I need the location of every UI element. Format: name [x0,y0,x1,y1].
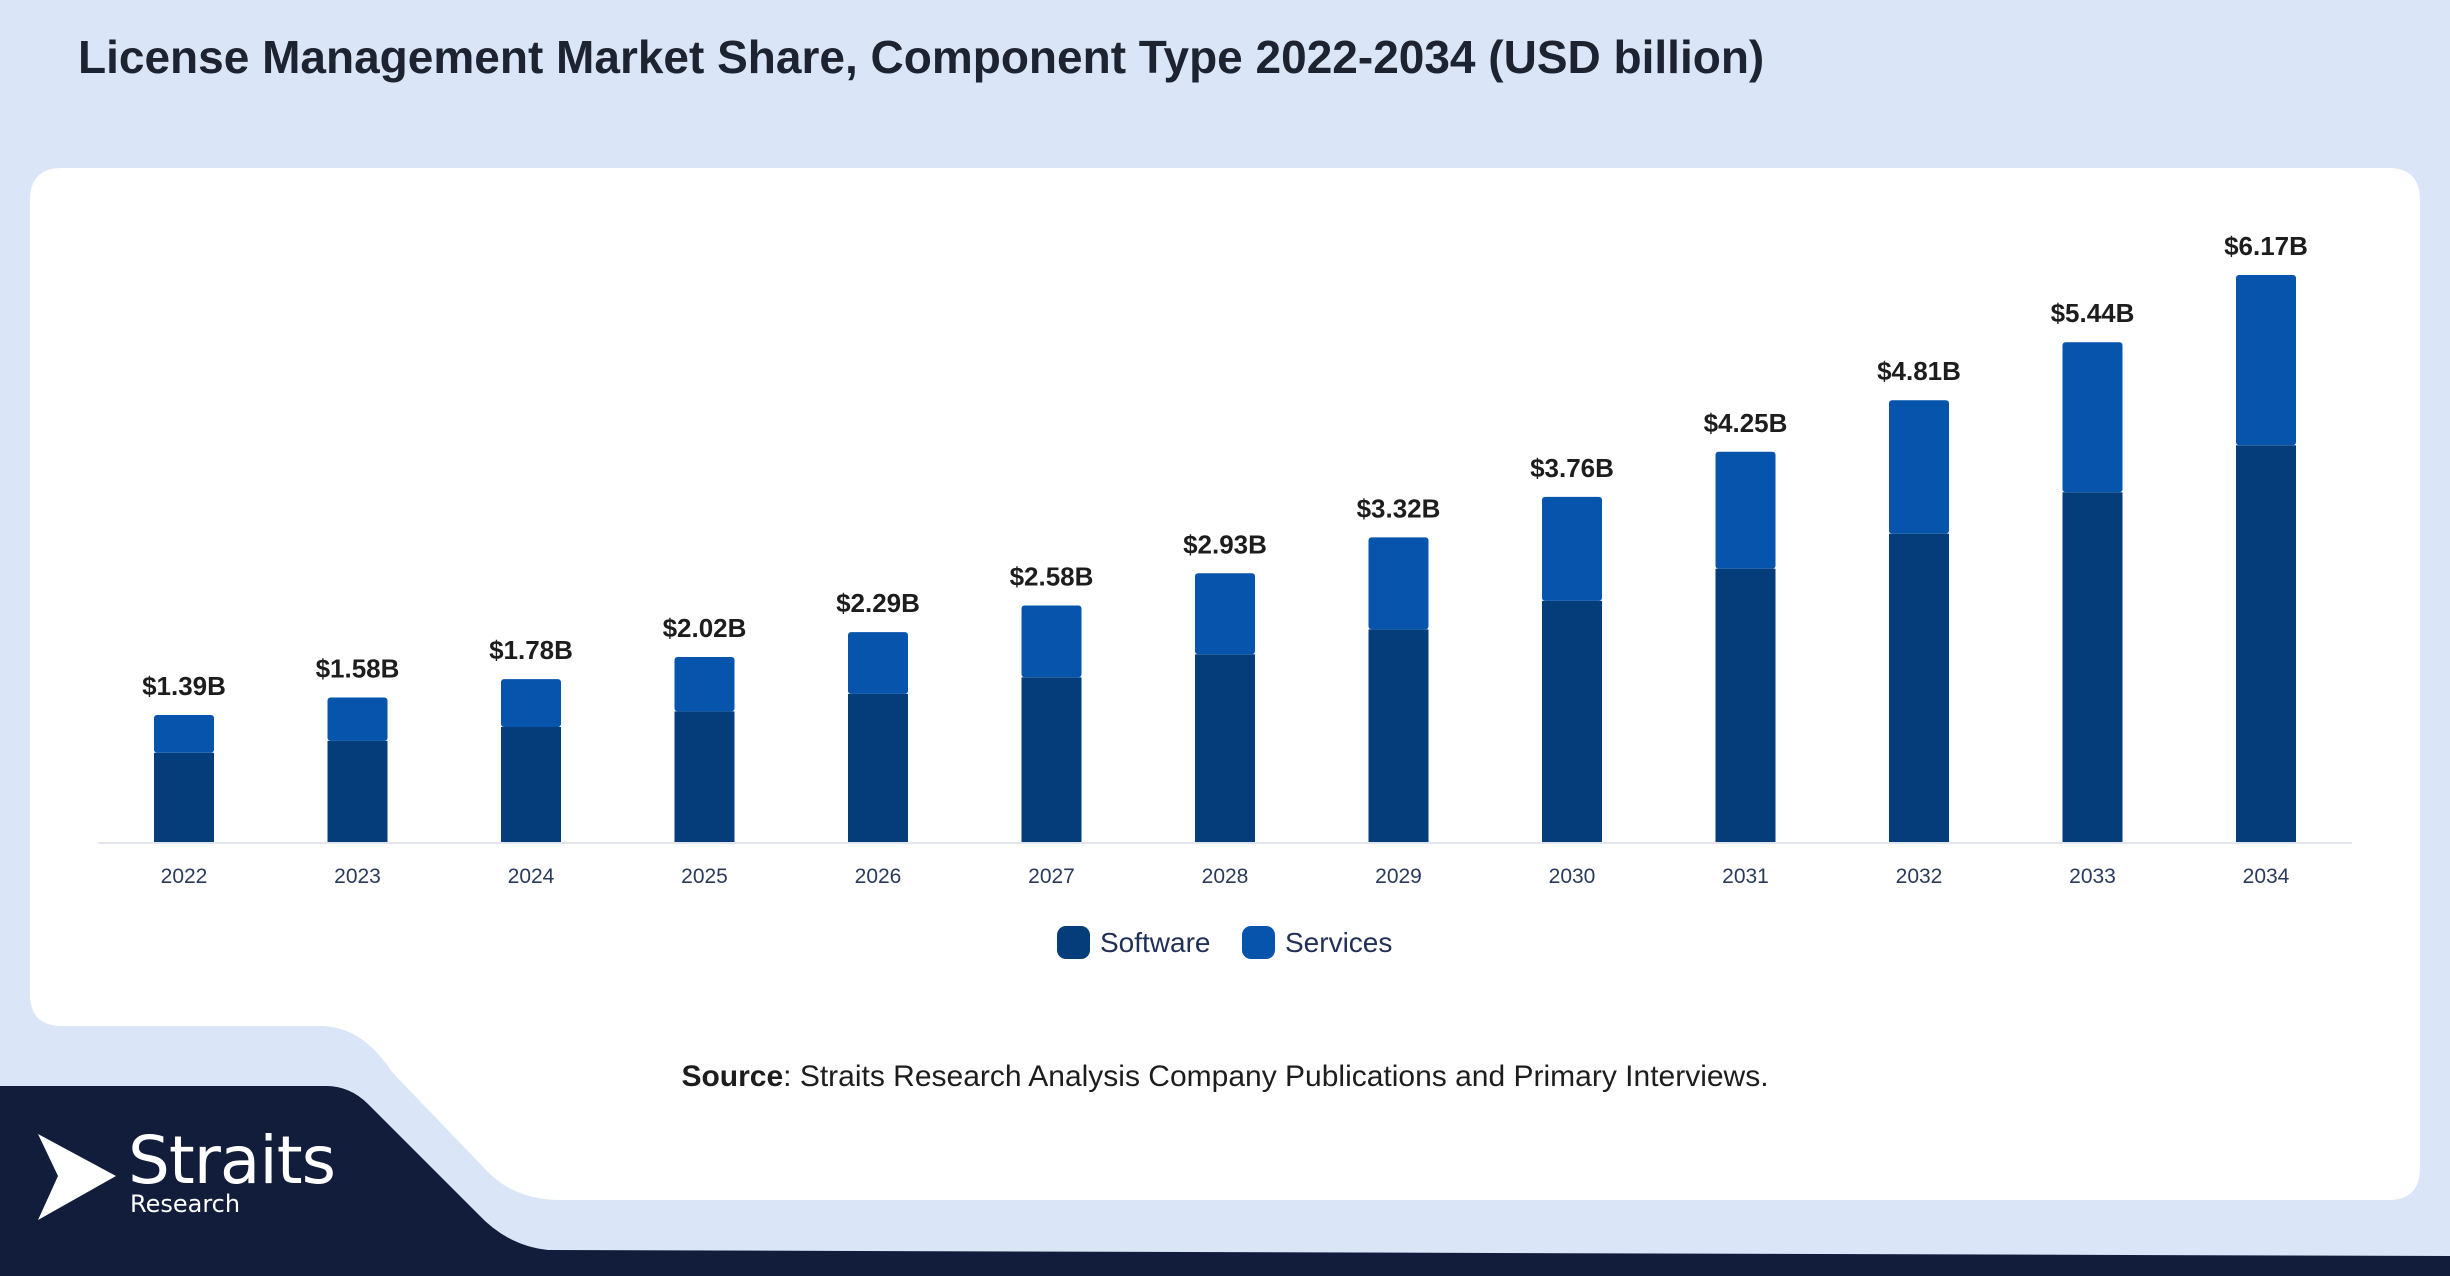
bar-services-2022 [154,715,214,753]
bar-services-2031 [1715,451,1776,569]
x-tick-label-2029: 2029 [1375,865,1422,888]
bar-services-2029 [1368,537,1429,630]
bar-services-2025 [674,657,735,712]
bar-software-2025 [674,711,735,843]
data-label-2024: $1.78B [489,635,573,665]
data-label-2033: $5.44B [2051,298,2135,328]
bar-services-2032 [1889,400,1949,534]
bar-software-2028 [1195,654,1255,843]
source-label: Source [681,1060,784,1093]
data-label-2034: $6.17B [2224,231,2308,261]
x-tick-label-2022: 2022 [161,865,208,888]
bar-software-2026 [848,693,908,843]
bar-services-2023 [327,697,388,741]
x-tick-label-2033: 2033 [2069,865,2116,888]
bar-services-2034 [2236,275,2296,446]
data-label-2022: $1.39B [142,671,226,701]
bar-services-2026 [848,632,908,694]
x-tick-label-2032: 2032 [1896,865,1943,888]
x-tick-label-2030: 2030 [1549,865,1596,888]
x-tick-label-2027: 2027 [1028,865,1075,888]
x-tick-label-2034: 2034 [2243,865,2290,888]
x-tick-label-2026: 2026 [855,865,902,888]
data-label-2023: $1.58B [316,654,400,684]
bar-services-2028 [1195,573,1255,655]
x-tick-label-2031: 2031 [1722,865,1769,888]
bar-software-2027 [1021,677,1082,843]
x-tick-label-2023: 2023 [334,865,381,888]
bar-software-2032 [1889,533,1949,843]
source-note: Source: Straits Research Analysis Compan… [0,1060,2450,1094]
bar-services-2024 [501,679,561,728]
data-label-2031: $4.25B [1704,408,1788,438]
data-label-2029: $3.32B [1357,493,1441,523]
source-text: : Straits Research Analysis Company Publ… [783,1060,1769,1093]
bar-software-2024 [501,727,561,843]
data-label-2027: $2.58B [1010,561,1094,591]
bar-software-2034 [2236,445,2296,843]
data-label-2028: $2.93B [1183,529,1267,559]
data-label-2032: $4.81B [1877,356,1961,386]
bar-services-2033 [2062,342,2123,493]
bar-software-2029 [1368,629,1429,843]
page-title: License Management Market Share, Compone… [78,31,1765,83]
bar-services-2027 [1021,605,1082,678]
x-tick-label-2028: 2028 [1202,865,1249,888]
x-tick-label-2024: 2024 [508,865,555,888]
bar-software-2023 [327,740,388,843]
brand-logo: Straits Research [36,1122,356,1228]
bar-software-2031 [1715,568,1776,843]
data-label-2030: $3.76B [1530,453,1614,483]
data-label-2025: $2.02B [663,613,747,643]
legend-label-software: Software [1100,927,1211,958]
legend-label-services: Services [1285,927,1392,958]
legend-swatch-software [1057,926,1090,959]
x-tick-label-2025: 2025 [681,865,728,888]
logo-arrow-icon [38,1134,116,1220]
brand-name: Straits [128,1122,336,1199]
brand-subtitle: Research [130,1190,241,1218]
bar-services-2030 [1542,496,1602,601]
bar-software-2022 [154,752,214,843]
bar-software-2033 [2062,492,2123,843]
data-label-2026: $2.29B [836,588,920,618]
footer-band [0,1086,2450,1276]
legend-swatch-services [1242,926,1275,959]
bar-software-2030 [1542,600,1602,843]
